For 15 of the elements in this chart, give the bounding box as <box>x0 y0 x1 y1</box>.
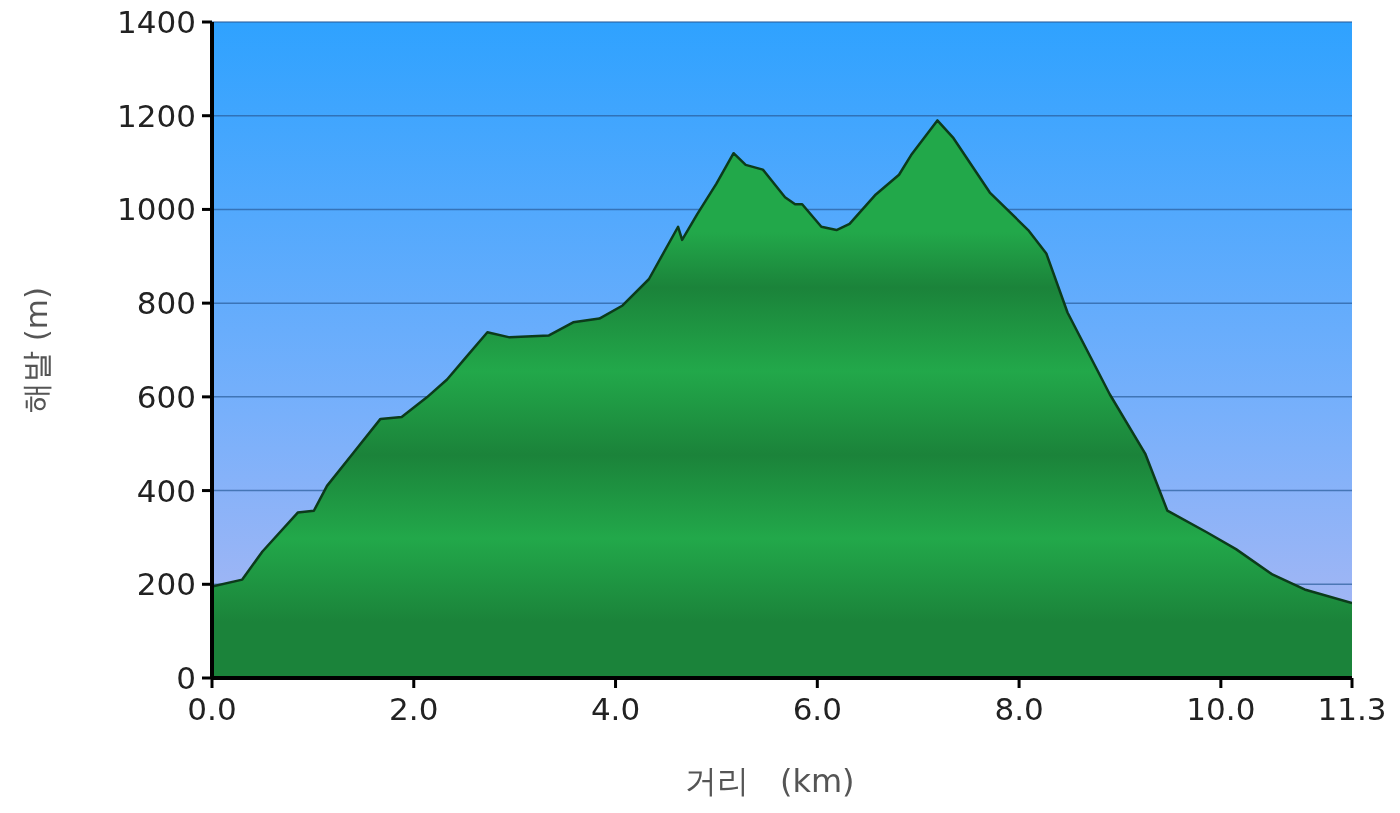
x-axis-title: 거리 (km) <box>685 762 855 800</box>
x-tick-label: 4.0 <box>590 691 641 728</box>
y-axis-title: 해발 (m) <box>18 286 54 414</box>
x-tick-label: 10.0 <box>1186 691 1256 728</box>
x-tick-label: 8.0 <box>994 691 1044 728</box>
x-tick-label: 6.0 <box>792 691 842 728</box>
x-tick-label: 11.3 <box>1317 691 1387 728</box>
y-tick-label: 400 <box>136 472 196 509</box>
y-tick-label: 600 <box>136 378 196 415</box>
y-tick-label: 1200 <box>117 97 196 134</box>
y-tick-label: 200 <box>136 566 196 603</box>
x-tick-label: 2.0 <box>389 691 439 728</box>
y-tick-label: 800 <box>136 285 196 322</box>
y-tick-label: 1000 <box>117 191 196 228</box>
y-tick-label: 1400 <box>117 4 196 41</box>
